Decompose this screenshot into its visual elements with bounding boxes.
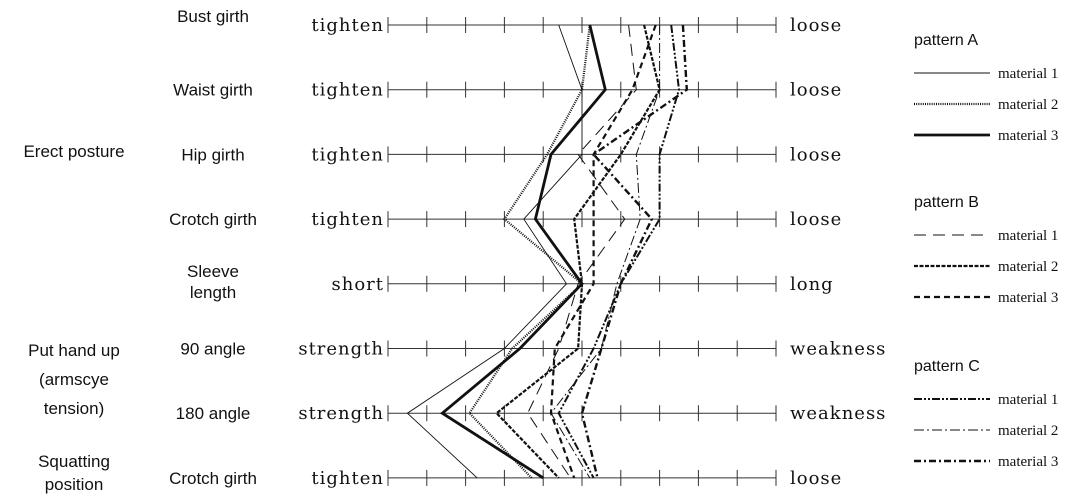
series-line-9 [580,24,689,479]
legend: pattern A material 1 material 2 material 3 p… [914,32,1058,470]
series-line-8 [550,25,661,479]
group-label: Squatting position [38,452,110,494]
legend-label: material 2 [998,423,1058,439]
group-labels: Erect posture Put hand up (armscye tension)… [23,142,124,494]
group-label: Erect posture [23,142,124,161]
series-line-7 [557,24,681,479]
legend-label: material 2 [998,97,1058,113]
group-label-line: position [45,475,104,494]
legend-label: material 1 [998,392,1058,408]
axes: tighten loose tighten loose tighten loose tigh… [298,15,886,489]
legend-title: pattern B [914,194,979,211]
legend-label: material 2 [998,259,1058,275]
legend-label: material 3 [998,290,1058,306]
series-line-6 [549,24,657,479]
axis-left-label: tighten [311,144,384,165]
group-label-line: tension) [44,399,104,418]
series-line-5 [494,24,661,479]
axis-left-label: strength [298,403,384,424]
axis-left-label: tighten [311,15,384,36]
item-label: 180 angle [176,404,251,423]
item-label: Crotch girth [169,210,257,229]
legend-label: material 1 [998,66,1058,82]
axis-right-label: loose [790,15,842,36]
axis-right-label: loose [790,468,842,489]
item-label: Waist girth [173,81,253,100]
series-line-1 [406,24,583,479]
item-label-line: length [190,283,236,302]
axis-left-label: strength [298,339,384,360]
axis-left-label: short [331,274,384,295]
legend-title: pattern A [914,32,978,49]
axis-right-label: loose [790,80,842,101]
group-label-line: Squatting [38,452,110,471]
axis-right-label: long [790,274,834,295]
series-lines [406,24,689,480]
group-label-line: (armscye [39,370,109,389]
item-label: Hip girth [181,145,244,164]
legend-label: material 3 [998,128,1058,144]
axis-right-label: loose [790,144,842,165]
legend-label: material 3 [998,454,1058,470]
axis-left-label: tighten [311,209,384,230]
item-label: Sleeve length [187,262,239,302]
axis-right-label: loose [790,209,842,230]
series-line-3 [439,24,607,480]
item-label: Bust girth [177,7,249,26]
group-label-line: Put hand up [28,341,120,360]
item-labels: Bust girth Waist girth Hip girth Crotch gir… [169,7,257,488]
item-label: Crotch girth [169,469,257,488]
item-label-line: Sleeve [187,262,239,281]
axis-right-label: weakness [790,339,886,360]
axis-left-label: tighten [311,468,384,489]
series-line-2 [468,24,591,479]
axis-left-label: tighten [311,80,384,101]
legend-title: pattern C [914,358,980,375]
group-label: Put hand up (armscye tension) [28,341,120,418]
item-label: 90 angle [180,340,245,359]
axis-right-label: weakness [790,403,886,424]
legend-label: material 1 [998,228,1058,244]
